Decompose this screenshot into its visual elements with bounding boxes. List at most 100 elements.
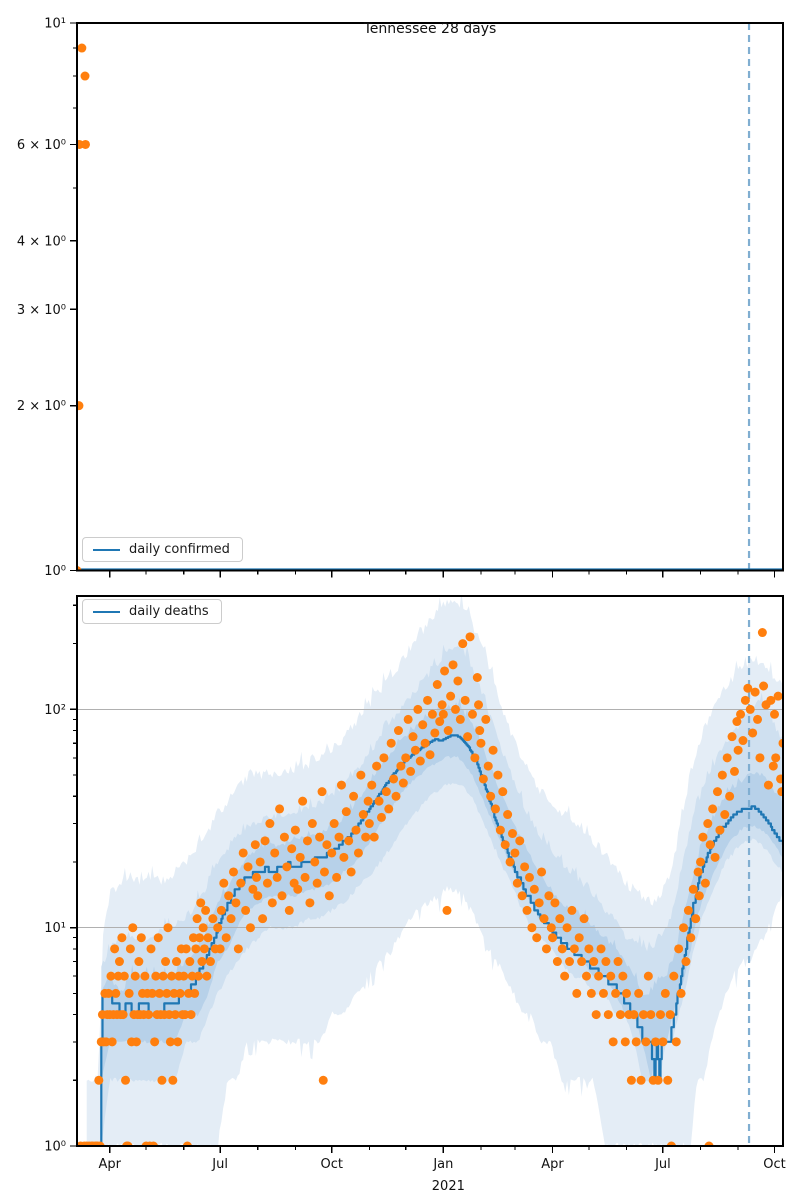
deaths-scatter-point [147, 988, 157, 998]
deaths-scatter-point [591, 1010, 601, 1020]
axes-spines [76, 22, 784, 572]
deaths-scatter-point [745, 704, 755, 714]
legend-daily-confirmed: daily confirmed [82, 537, 243, 562]
deaths-scatter-point [376, 812, 386, 822]
deaths-scatter-point [190, 988, 200, 998]
deaths-scatter-point [199, 944, 209, 954]
deaths-scatter-point [629, 1010, 639, 1020]
deaths-scatter-point [171, 957, 181, 967]
deaths-scatter-point [705, 840, 715, 850]
deaths-scatter-point [694, 891, 704, 901]
deaths-scatter-point [243, 862, 253, 872]
deaths-scatter-point [284, 905, 294, 915]
deaths-scatter-point [372, 761, 382, 771]
deaths-scatter-point [329, 819, 339, 829]
deaths-scatter-point [250, 840, 260, 850]
y-tick-label: 10¹ [44, 921, 66, 936]
deaths-scatter-point [111, 988, 121, 998]
deaths-scatter-point [146, 944, 156, 954]
deaths-scatter-point [307, 819, 317, 829]
deaths-scatter-point [757, 628, 767, 638]
deaths-scatter-point [379, 753, 389, 763]
deaths-scatter-point [733, 745, 743, 755]
deaths-scatter-point [267, 898, 277, 908]
deaths-scatter-point [305, 898, 315, 908]
deaths-scatter-point [773, 691, 783, 701]
deaths-scatter-point [344, 836, 354, 846]
deaths-scatter-point [117, 933, 127, 943]
deaths-scatter-point [507, 829, 517, 839]
axes-spines [76, 595, 784, 1147]
deaths-scatter-point [228, 867, 238, 877]
deaths-scatter-point [589, 957, 599, 967]
deaths-scatter-point [476, 738, 486, 748]
deaths-scatter-point [478, 774, 488, 784]
deaths-scatter-point [539, 914, 549, 924]
x-tick-label: Apr [99, 1157, 122, 1172]
deaths-scatter-point [430, 728, 440, 738]
deaths-scatter-point [351, 825, 361, 835]
deaths-scatter-point [144, 1010, 154, 1020]
deaths-scatter-point [298, 796, 308, 806]
deaths-scatter-point [367, 780, 377, 790]
confirmed-scatter-point [77, 566, 82, 571]
deaths-scatter-point [195, 933, 205, 943]
deaths-scatter-point [643, 971, 653, 981]
deaths-scatter-point [493, 770, 503, 780]
deaths-scatter-point [437, 700, 447, 710]
deaths-scatter-point [517, 891, 527, 901]
deaths-scatter-point [603, 1010, 613, 1020]
deaths-scatter-point [532, 933, 542, 943]
legend-label: daily confirmed [129, 542, 230, 557]
deaths-scatter-point [398, 778, 408, 788]
deaths-scatter-point [124, 988, 134, 998]
deaths-scatter-point [520, 862, 530, 872]
deaths-scatter-point [515, 836, 525, 846]
x-tick-label: Oct [321, 1157, 343, 1172]
deaths-scatter-point [463, 732, 473, 742]
deaths-scatter-point [165, 1037, 175, 1047]
deaths-scatter-point [611, 988, 621, 998]
deaths-scatter-point [154, 988, 164, 998]
deaths-scatter-point [300, 872, 310, 882]
deaths-scatter-point [114, 957, 124, 967]
deaths-scatter-point [438, 709, 448, 719]
deaths-scatter-point [522, 905, 532, 915]
legend-line-sample-icon [93, 610, 120, 613]
deaths-scatter-point [618, 971, 628, 981]
deaths-scatter-point [777, 787, 783, 797]
deaths-scatter-point [295, 852, 305, 862]
deaths-scatter-point [641, 1037, 651, 1047]
deaths-scatter-point [198, 923, 208, 933]
deaths-scatter-point [290, 825, 300, 835]
deaths-scatter-point [107, 1037, 117, 1047]
deaths-scatter-point [474, 700, 484, 710]
deaths-scatter-point [134, 957, 144, 967]
deaths-scatter-point [443, 726, 453, 736]
deaths-scatter-point [233, 944, 243, 954]
deaths-scatter-point [598, 988, 608, 998]
deaths-scatter-point [472, 673, 482, 683]
deaths-scatter-point [118, 1010, 128, 1020]
deaths-scatter-point [358, 810, 368, 820]
deaths-scatter-point [557, 944, 567, 954]
deaths-scatter-point [336, 780, 346, 790]
deaths-scatter-point [349, 791, 359, 801]
deaths-scatter-point [425, 750, 435, 760]
deaths-scatter-point [562, 923, 572, 933]
deaths-scatter-point [778, 738, 783, 748]
deaths-scatter-point [766, 695, 776, 705]
deaths-scatter-point [491, 804, 501, 814]
x-tick-label: Jan [432, 1157, 453, 1172]
deaths-scatter-point [136, 933, 146, 943]
deaths-scatter-point [569, 944, 579, 954]
deaths-scatter-point [753, 714, 763, 724]
deaths-scatter-point [534, 898, 544, 908]
deaths-scatter-point [676, 988, 686, 998]
deaths-scatter-point [386, 738, 396, 748]
deaths-scatter-point [312, 878, 322, 888]
deaths-scatter-point [327, 848, 337, 858]
confirmed-scatter-point [80, 71, 90, 81]
deaths-scatter-point [221, 933, 231, 943]
deaths-scatter-point [671, 1037, 681, 1047]
